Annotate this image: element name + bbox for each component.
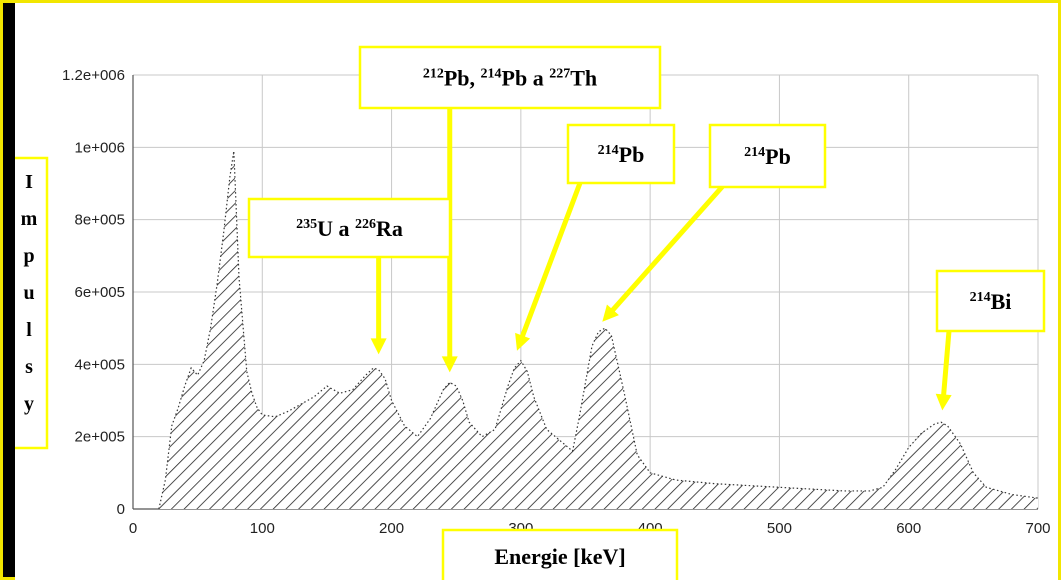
y-axis-label-letter: m: [21, 208, 38, 230]
label-arrow: [602, 184, 725, 322]
arrow-shaft: [520, 180, 583, 339]
annotation-box: [708, 123, 827, 189]
arrow-head: [935, 393, 952, 411]
label-text: Pb: [765, 144, 791, 169]
x-tick-label: 600: [896, 520, 921, 537]
y-tick-label: 0: [117, 501, 125, 518]
y-axis-label-letter: u: [23, 282, 34, 304]
spectrum-layer: [158, 150, 1039, 510]
label-text: U a: [317, 216, 355, 241]
y-axis-label-letter: y: [24, 393, 34, 415]
y-tick-label: 4e+005: [75, 356, 125, 373]
label-arrow: [515, 180, 583, 351]
annotation-bi-609: 214Bi: [935, 269, 1046, 333]
tick-labels: 0 100 200 300 400 500 600 70002e+0054e+0056e+00…: [62, 67, 1051, 537]
x-tick-label: 500: [767, 520, 792, 537]
isotope-mass-number: 235: [296, 217, 317, 232]
annotation-pb-pb-th: 212Pb, 214Pb a 227Th: [358, 45, 662, 110]
arrow-shaft: [610, 184, 725, 313]
annotation-box: [247, 197, 452, 259]
y-axis-label-letter: I: [25, 171, 33, 193]
x-axis-label-text: Energie [keV]: [494, 544, 625, 569]
y-axis-label-box: [15, 156, 49, 450]
y-tick-label: 2e+005: [75, 429, 125, 446]
x-tick-label: 700: [1025, 520, 1050, 537]
isotope-mass-number: 214: [744, 145, 765, 160]
y-axis-label-letter: l: [26, 319, 32, 341]
arrow-head: [602, 304, 619, 322]
label-text: Pb: [619, 142, 645, 167]
annotation-box: [358, 45, 662, 110]
annotation-label: 235U a 226Ra: [296, 216, 403, 241]
annotation-label: 214Pb: [598, 142, 645, 167]
annotation-box: [566, 123, 676, 185]
label-text: Ra: [376, 216, 403, 241]
x-tick-label: 100: [250, 520, 275, 537]
annotation-label: 214Pb: [744, 144, 791, 169]
y-tick-label: 6e+005: [75, 284, 125, 301]
annotation-box: [935, 269, 1046, 333]
y-tick-label: 8e+005: [75, 212, 125, 229]
x-tick-label: 200: [379, 520, 404, 537]
isotope-mass-number: 214: [481, 67, 502, 82]
x-axis-label: Energie [keV]: [441, 528, 679, 580]
chart-panel: 0 100 200 300 400 500 600 700 0 2e+005 4e+005 6e+00…: [15, 3, 1058, 580]
label-text: Pb a: [502, 66, 550, 91]
annotation-pb-295: 214Pb: [566, 123, 676, 185]
arrow-head: [441, 356, 458, 373]
y-tick-label: 1.2e+006: [62, 67, 125, 84]
x-tick-label: 0: [129, 520, 137, 537]
energy-spectrum-chart: 0 100 200 300 400 500 600 70002e+0054e+0056e+00…: [15, 45, 1051, 580]
y-axis-label-letter: p: [23, 245, 34, 267]
isotope-mass-number: 212: [423, 67, 444, 82]
annotation-pb-352: 214Pb: [708, 123, 827, 189]
arrow-head: [515, 332, 531, 351]
isotope-mass-number: 214: [598, 143, 619, 158]
isotope-mass-number: 227: [549, 67, 570, 82]
annotation-label: 212Pb, 214Pb a 227Th: [423, 66, 597, 91]
isotope-mass-number: 226: [355, 217, 376, 232]
label-text: Bi: [991, 289, 1012, 314]
label-text: Th: [570, 66, 597, 91]
arrow-head: [370, 338, 387, 355]
label-arrow: [935, 328, 952, 411]
x-axis-label-box: [441, 528, 679, 580]
label-text: Pb,: [444, 66, 481, 91]
arrow-shaft: [941, 328, 952, 397]
annotation-label: 214Bi: [970, 289, 1012, 314]
spectrum-outline: [158, 150, 1039, 510]
annotation-u-ra: 235U a 226Ra: [247, 197, 452, 259]
y-tick-label: 1e+006: [75, 139, 125, 156]
isotope-mass-number: 214: [970, 290, 991, 305]
label-arrow: [370, 254, 387, 355]
y-axis-label-letter: s: [25, 356, 33, 378]
spectrum-area: [158, 150, 1038, 509]
